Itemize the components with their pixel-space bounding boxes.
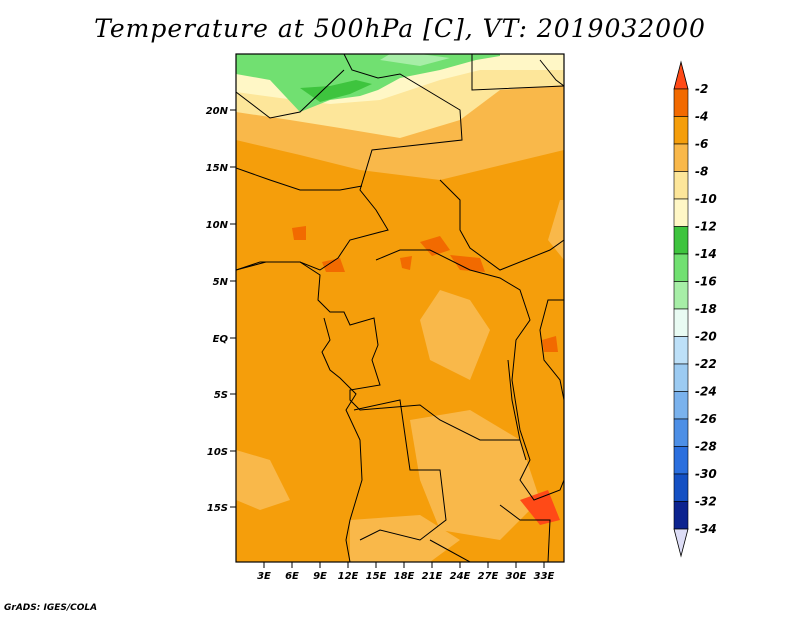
field-dark-patch-1 [420, 236, 450, 256]
lakes-line [507, 359, 527, 461]
colorbar-swatch [673, 226, 689, 255]
field-patch-3 [410, 410, 540, 540]
lon-label: 18E [394, 571, 415, 582]
temperature-field [236, 54, 564, 562]
coast-west [321, 317, 363, 562]
lat-axis: 20N 15N 10N 5N EQ 5S 10S 15S [206, 106, 236, 514]
field-patch-2 [420, 290, 490, 380]
lon-axis: 3E 6E 9E 12E 15E 18E 21E 24E 27E 30E 33E [257, 562, 555, 582]
colorbar-swatch [673, 501, 689, 530]
lon-label: 33E [534, 571, 555, 582]
lon-label: 15E [366, 571, 387, 582]
lat-label: 10S [207, 447, 228, 458]
colorbar-label: -34 [695, 522, 717, 536]
border-east [539, 299, 564, 401]
colorbar-bottom-arrow [673, 528, 689, 558]
colorbar-swatch [673, 198, 689, 227]
border-niger-nigeria [236, 167, 363, 191]
colorbar-label: -30 [695, 467, 717, 481]
lat-label: 5S [214, 390, 228, 401]
colorbar-swatch [673, 336, 689, 365]
coast-red-sea [539, 59, 564, 87]
border-tanzania [519, 429, 564, 501]
grads-credit: GrADS: IGES/COLA [4, 603, 98, 613]
colorbar-label: -12 [695, 220, 717, 234]
border-north [236, 54, 463, 271]
field-dark-patch-6 [542, 336, 558, 352]
lon-label: 21E [422, 571, 443, 582]
colorbar-label: -8 [695, 165, 708, 179]
colorbar-label: -26 [695, 412, 717, 426]
colorbar-label: -28 [695, 440, 717, 454]
lon-label: 6E [285, 571, 299, 582]
colorbar-label: -16 [695, 275, 717, 289]
colorbar-swatch [673, 446, 689, 475]
chart-title: Temperature at 500hPa [C], VT: 201903200… [94, 14, 706, 43]
lat-label: 15N [206, 163, 229, 174]
field-dark-patch-3 [322, 258, 345, 272]
colorbar-label: -24 [695, 385, 717, 399]
border-mozambique [499, 504, 551, 562]
lon-label: 24E [450, 571, 471, 582]
field-dark-green [300, 80, 372, 102]
border-sudan [439, 179, 564, 271]
colorbar-swatch [673, 88, 689, 117]
colorbar-label: -32 [695, 495, 717, 509]
field-dark-patch-5 [400, 256, 412, 270]
colorbar-swatch [673, 116, 689, 145]
lon-label: 3E [257, 571, 271, 582]
lat-label: 15S [207, 503, 228, 514]
colorbar: -2 -4 -6 -8 -10 -12 -14 -16 -18 -20 -22 … [673, 60, 717, 558]
border-south-1 [429, 539, 471, 562]
colorbar-swatch [673, 473, 689, 502]
field-dark-patch-4 [292, 226, 306, 240]
colorbar-label: -10 [695, 192, 717, 206]
border-angola [353, 399, 447, 541]
colorbar-label: -14 [695, 247, 717, 261]
lon-label: 27E [478, 571, 499, 582]
colorbar-swatch [673, 281, 689, 310]
field-patch-4 [236, 450, 290, 510]
lon-label: 12E [338, 571, 359, 582]
field-light-green [380, 54, 450, 66]
colorbar-swatch [673, 143, 689, 172]
colorbar-label: -18 [695, 302, 717, 316]
colorbar-swatch [673, 308, 689, 337]
lat-label: 10N [206, 220, 229, 231]
lon-label: 9E [313, 571, 327, 582]
borders [236, 54, 564, 562]
field-dark-patch-2 [450, 255, 485, 272]
colorbar-swatch [673, 418, 689, 447]
colorbar-label: -2 [695, 82, 708, 96]
border-car-drc [375, 249, 531, 431]
colorbar-label: -20 [695, 330, 717, 344]
field-patch-1 [548, 200, 564, 260]
colorbar-swatch [673, 363, 689, 392]
field-patch-5 [350, 515, 460, 562]
lat-label: 20N [206, 106, 229, 117]
border-central [236, 261, 520, 441]
colorbar-label: -4 [695, 110, 708, 124]
colorbar-label: -22 [695, 357, 717, 371]
lon-label: 30E [506, 571, 527, 582]
colorbar-label: -6 [695, 137, 708, 151]
field-red-patch [520, 490, 560, 525]
colorbar-top-arrow [673, 60, 689, 90]
colorbar-swatch [673, 253, 689, 282]
colorbar-swatch [673, 171, 689, 200]
lat-label: EQ [213, 334, 229, 345]
border-egypt [471, 54, 564, 91]
colorbar-swatch [673, 391, 689, 420]
map-frame [235, 53, 565, 563]
lat-label: 5N [213, 277, 229, 288]
border-libya-niger [236, 69, 345, 119]
